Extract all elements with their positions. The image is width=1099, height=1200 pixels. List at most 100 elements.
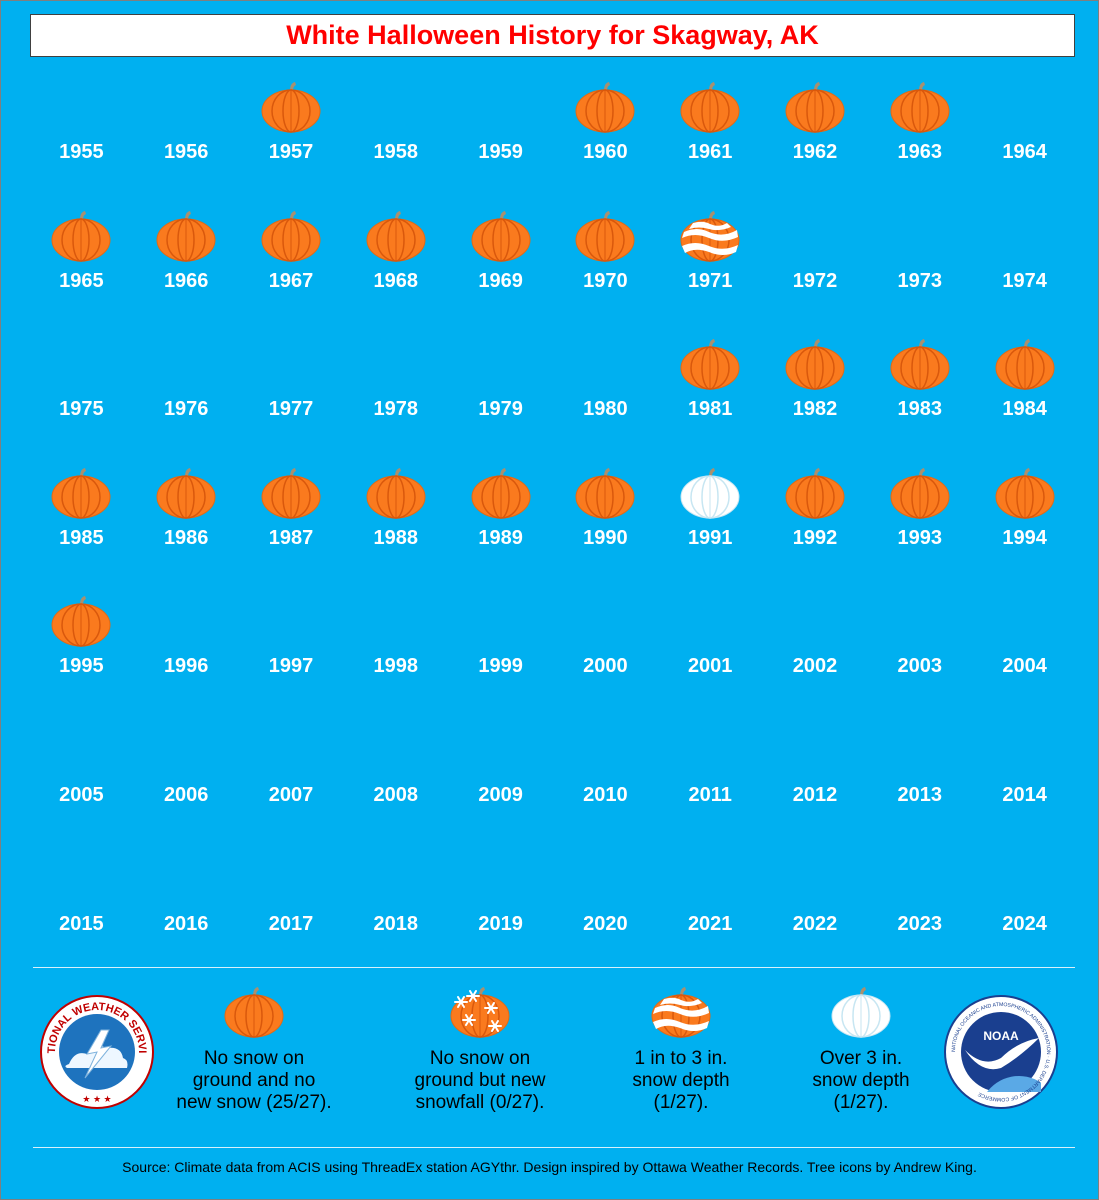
year-cell: 1999 [448, 587, 553, 716]
orange-pumpkin-icon [223, 986, 285, 1038]
orange-pumpkin-icon [260, 467, 322, 519]
white-pumpkin-icon [830, 986, 892, 1038]
year-label: 1977 [268, 398, 314, 421]
legend-item-no-snow: No snow on ground and no new snow (25/27). [159, 976, 349, 1114]
year-label: 1989 [478, 526, 523, 549]
orange-pumpkin-icon [574, 210, 636, 262]
year-cell: 1977 [239, 330, 344, 459]
year-cell: 2018 [343, 845, 448, 974]
year-cell: 1987 [239, 459, 344, 588]
year-label: 1991 [687, 526, 733, 549]
year-label: 2003 [897, 655, 943, 678]
year-row: 1975 1976 1977 1978 1979 1980 1981 1982 1983 1984 [29, 330, 1077, 459]
orange-pumpkin-icon [784, 81, 846, 133]
year-label: 2022 [792, 912, 838, 935]
striped-snow-pumpkin-icon [650, 986, 712, 1038]
year-label: 1964 [1002, 141, 1047, 163]
orange-pumpkin-icon [574, 467, 636, 519]
year-cell: 1955 [29, 73, 134, 202]
year-cell: 1992 [763, 459, 868, 588]
year-label: 1969 [478, 269, 523, 292]
year-label: 2006 [163, 783, 209, 806]
noaa-logo: NOAA NATIONAL OCEANIC AND ATMOSPHERIC AD… [943, 994, 1059, 1110]
year-label: 2019 [478, 912, 523, 935]
orange-pumpkin-icon [574, 81, 636, 133]
year-label: 2001 [687, 655, 733, 678]
legend-item-depth-1-3: 1 in to 3 in. snow depth (1/27). [591, 976, 771, 1114]
year-grid: 1955 1956 1957 1958 1959 1960 1961 1962 1963 1964… [29, 73, 1077, 973]
year-label: 2007 [268, 783, 314, 806]
year-cell: 2021 [658, 845, 763, 974]
year-cell: 2012 [763, 716, 868, 845]
year-cell: 1967 [239, 202, 344, 331]
year-cell: 2014 [972, 716, 1077, 845]
year-label: 2013 [897, 783, 943, 806]
year-cell: 1976 [134, 330, 239, 459]
year-label: 2017 [268, 912, 314, 935]
legend-label-new-snowfall: No snow on ground but new snowfall (0/27). [414, 1048, 546, 1113]
year-cell: 2024 [972, 845, 1077, 974]
year-label: 1987 [268, 526, 314, 549]
year-cell: 1989 [448, 459, 553, 588]
year-label: 1992 [792, 526, 838, 549]
year-label: 1968 [373, 269, 419, 292]
year-label: 1956 [163, 141, 209, 163]
year-cell: 1982 [763, 330, 868, 459]
year-cell: 2016 [134, 845, 239, 974]
year-label: 1988 [373, 526, 419, 549]
year-label: 1993 [897, 526, 943, 549]
year-cell: 1986 [134, 459, 239, 588]
year-label: 2002 [792, 655, 838, 678]
snowflake-pumpkin-icon [449, 986, 511, 1038]
year-label: 2010 [583, 783, 628, 806]
orange-pumpkin-icon [50, 467, 112, 519]
year-cell: 1995 [29, 587, 134, 716]
year-label: 2008 [373, 783, 419, 806]
year-cell: 1997 [239, 587, 344, 716]
year-label: 1979 [478, 398, 523, 421]
year-label: 2012 [792, 783, 838, 806]
orange-pumpkin-icon [155, 467, 217, 519]
orange-pumpkin-icon [889, 81, 951, 133]
year-label: 1995 [59, 655, 104, 678]
year-label: 2009 [478, 783, 523, 806]
year-label: 1959 [478, 141, 523, 163]
orange-pumpkin-icon [679, 81, 741, 133]
year-cell: 2002 [763, 587, 868, 716]
year-cell: 2003 [867, 587, 972, 716]
year-label: 1986 [163, 526, 209, 549]
year-cell: 1991 [658, 459, 763, 588]
orange-pumpkin-icon [365, 467, 427, 519]
year-label: 2015 [59, 912, 104, 935]
year-row: 1995 1996 1997 1998 1999 2000 2001 2002 2003 2004 [29, 587, 1077, 716]
year-cell: 1957 [239, 73, 344, 202]
orange-pumpkin-icon [679, 338, 741, 390]
year-label: 1963 [897, 141, 943, 163]
year-cell: 2007 [239, 716, 344, 845]
year-label: 1983 [897, 398, 943, 421]
year-cell: 1994 [972, 459, 1077, 588]
year-label: 1994 [1002, 526, 1047, 549]
year-label: 1996 [163, 655, 209, 678]
year-cell: 2020 [553, 845, 658, 974]
orange-pumpkin-icon [470, 210, 532, 262]
year-label: 1975 [59, 398, 104, 421]
year-cell: 1983 [867, 330, 972, 459]
year-cell: 2000 [553, 587, 658, 716]
year-label: 1961 [687, 141, 733, 163]
year-row: 1965 1966 1967 1968 1969 1970 1971 1972 1973 1974 [29, 202, 1077, 331]
source-top-divider [33, 1147, 1075, 1148]
year-label: 1998 [373, 655, 419, 678]
year-cell: 1959 [448, 73, 553, 202]
year-cell: 1985 [29, 459, 134, 588]
year-cell: 1966 [134, 202, 239, 331]
year-label: 1960 [583, 141, 628, 163]
year-cell: 1963 [867, 73, 972, 202]
year-cell: 2015 [29, 845, 134, 974]
year-label: 1965 [59, 269, 104, 292]
year-cell: 1961 [658, 73, 763, 202]
nws-logo: NATIONAL WEATHER SERVICE ★ ★ ★ [35, 985, 155, 1110]
year-label: 2011 [688, 783, 732, 806]
orange-pumpkin-icon [889, 338, 951, 390]
year-cell: 1998 [343, 587, 448, 716]
